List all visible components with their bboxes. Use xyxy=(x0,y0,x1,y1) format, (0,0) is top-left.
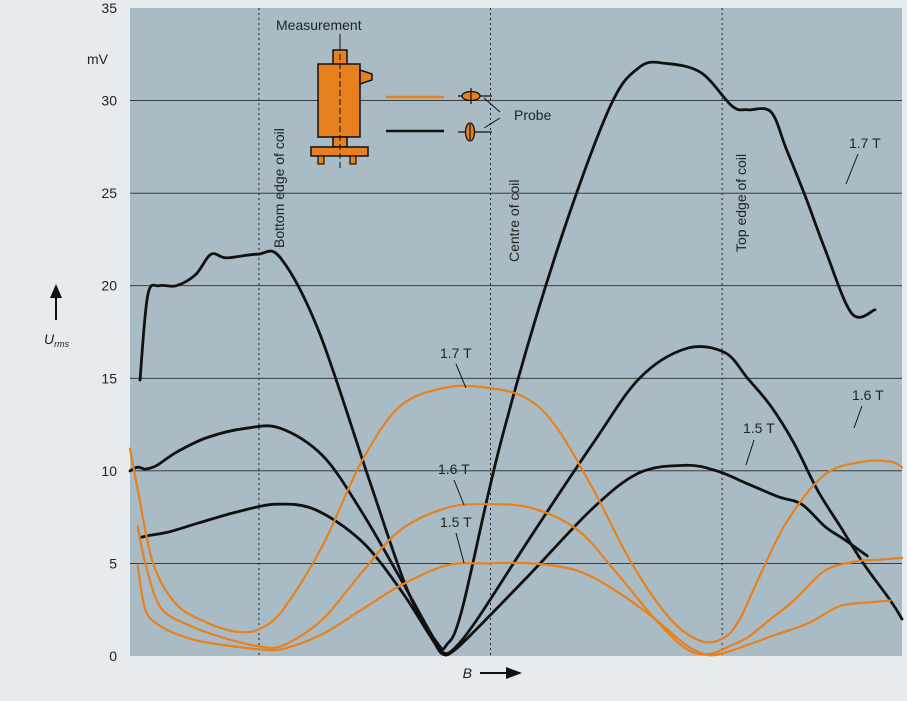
label-orange-1-5: 1.5 T xyxy=(440,514,472,530)
probe-label: Probe xyxy=(514,107,552,123)
probe-horizontal-icon xyxy=(458,88,492,104)
y-tick-label: 5 xyxy=(109,555,117,571)
label-black-1-7: 1.7 T xyxy=(849,135,881,151)
series-line-orange-5 xyxy=(136,561,892,657)
y-tick-label: 30 xyxy=(101,93,117,109)
probe-vertical-icon xyxy=(458,122,492,142)
y-tick-label: 0 xyxy=(109,648,117,664)
series-line-orange-4 xyxy=(136,503,904,656)
y-tick-label: 25 xyxy=(101,185,117,201)
y-unit-label: mV xyxy=(87,51,109,67)
centre-label: Centre of coil xyxy=(506,180,522,262)
x-axis-title: B xyxy=(463,665,472,681)
series-line-black-2 xyxy=(138,463,869,657)
label-orange-1-6: 1.6 T xyxy=(438,461,470,477)
series-line-black-0 xyxy=(138,60,877,651)
x-axis-label: B xyxy=(463,665,522,681)
label-black-1-6: 1.6 T xyxy=(852,387,884,403)
position-markers xyxy=(258,8,723,656)
up-arrow-icon xyxy=(50,284,62,298)
measurement-inset: Measurement Probe xyxy=(276,17,552,168)
y-tick-label: 35 xyxy=(101,0,117,16)
series-line-orange-3 xyxy=(128,384,904,644)
label-orange-1-7: 1.7 T xyxy=(440,345,472,361)
measurement-label: Measurement xyxy=(276,17,362,33)
y-axis-title: Urms xyxy=(44,331,70,349)
y-tick-labels: 0 5 10 15 20 25 30 35 xyxy=(101,0,117,664)
series-labels: 1.7 T 1.6 T 1.5 T 1.7 T 1.6 T 1.5 T xyxy=(438,135,884,564)
series-group xyxy=(128,60,904,657)
coil-device-icon xyxy=(310,49,373,168)
y-tick-label: 20 xyxy=(101,278,117,294)
series-line-black-1 xyxy=(128,345,904,656)
top-edge-label: Top edge of coil xyxy=(733,154,749,252)
right-arrow-icon xyxy=(506,667,522,679)
y-tick-label: 15 xyxy=(101,370,117,386)
y-axis-label: Urms xyxy=(44,284,70,349)
y-tick-label: 10 xyxy=(101,463,117,479)
label-black-1-5: 1.5 T xyxy=(743,420,775,436)
bottom-edge-label: Bottom edge of coil xyxy=(271,128,287,248)
